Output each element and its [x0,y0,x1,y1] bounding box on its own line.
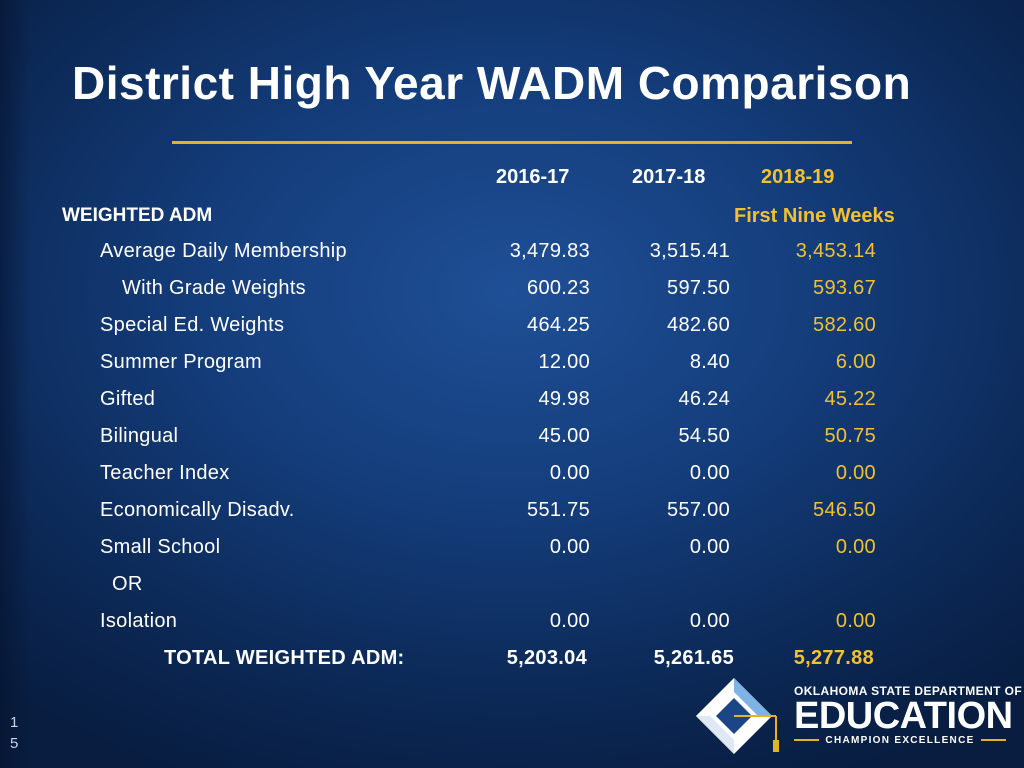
table-row: Bilingual 45.00 54.50 50.75 [0,425,1024,455]
value-2018-19: 3,453.14 [795,240,876,262]
value-2016-17: 0.00 [549,462,590,484]
value-2016-17: 49.98 [538,388,590,410]
total-2018-19: 5,277.88 [793,647,874,669]
total-2017-18: 5,261.65 [653,647,734,669]
value-2016-17: 3,479.83 [509,240,590,262]
value-2016-17: 551.75 [527,499,590,521]
value-2018-19: 582.60 [813,314,876,336]
table-row: Summer Program 12.00 8.40 6.00 [0,351,1024,381]
section-label: WEIGHTED ADM [62,205,213,226]
total-2016-17: 5,203.04 [506,647,587,669]
value-2016-17: 0.00 [549,536,590,558]
table-row: OR [0,573,1024,603]
row-label: Small School [100,536,221,558]
diamond-tassel-icon [696,678,779,754]
left-edge-strip [0,0,30,768]
value-2017-18: 557.00 [667,499,730,521]
column-header-2016-17: 2016-17 [496,166,570,188]
table-row: With Grade Weights 600.23 597.50 593.67 [0,277,1024,307]
value-2017-18: 482.60 [667,314,730,336]
table-row: Economically Disadv. 551.75 557.00 546.5… [0,499,1024,529]
value-2017-18: 0.00 [689,610,730,632]
row-label: Average Daily Membership [100,240,347,262]
value-2018-19: 0.00 [835,536,876,558]
total-row: TOTAL WEIGHTED ADM: 5,203.04 5,261.65 5,… [0,647,1024,677]
total-label: TOTAL WEIGHTED ADM: [164,647,405,669]
title-underline [172,141,852,144]
page-number-digit: 1 [10,714,19,731]
table-row: Isolation 0.00 0.00 0.00 [0,610,1024,640]
table-row: Teacher Index 0.00 0.00 0.00 [0,462,1024,492]
logo-tagline: CHAMPION EXCELLENCE [825,734,975,746]
logo-wordmark: EDUCATION [794,695,1013,737]
row-label: OR [112,573,143,595]
logo-organization: OKLAHOMA STATE DEPARTMENT OF [794,684,1023,698]
value-2017-18: 0.00 [689,536,730,558]
row-label: Summer Program [100,351,263,373]
value-2016-17: 12.00 [538,351,590,373]
row-label: Teacher Index [100,462,230,484]
value-2016-17: 464.25 [527,314,590,336]
table-row: Small School 0.00 0.00 0.00 [0,536,1024,566]
value-2016-17: 45.00 [538,425,590,447]
value-2018-19: 593.67 [813,277,876,299]
value-2017-18: 8.40 [689,351,730,373]
row-label: Isolation [100,610,178,632]
value-2018-19: 0.00 [835,610,876,632]
current-period-label: First Nine Weeks [734,205,895,227]
value-2016-17: 600.23 [527,277,590,299]
logo-tagline-row: CHAMPION EXCELLENCE [794,733,1006,747]
row-label: With Grade Weights [122,277,306,299]
value-2017-18: 597.50 [667,277,730,299]
osde-logo: OKLAHOMA STATE DEPARTMENT OF EDUCATION C… [694,676,1022,756]
value-2018-19: 6.00 [835,351,876,373]
column-header-2017-18: 2017-18 [632,166,706,188]
value-2017-18: 3,515.41 [649,240,730,262]
value-2018-19: 45.22 [824,388,876,410]
column-header-2018-19: 2018-19 [761,166,835,188]
value-2016-17: 0.00 [549,610,590,632]
row-label: Economically Disadv. [100,499,295,521]
value-2017-18: 46.24 [678,388,730,410]
value-2018-19: 50.75 [824,425,876,447]
slide-title: District High Year WADM Comparison [72,57,912,109]
value-2018-19: 0.00 [835,462,876,484]
value-2017-18: 54.50 [678,425,730,447]
table-row: Gifted 49.98 46.24 45.22 [0,388,1024,418]
row-label: Special Ed. Weights [100,314,285,336]
value-2018-19: 546.50 [813,499,876,521]
page-number-digit: 5 [10,735,19,752]
row-label: Gifted [100,388,156,410]
table-row: Special Ed. Weights 464.25 482.60 582.60 [0,314,1024,344]
row-label: Bilingual [100,425,179,447]
tagline-rule-right [980,739,1006,741]
tagline-rule-left [794,739,820,741]
value-2017-18: 0.00 [689,462,730,484]
table-row: Average Daily Membership 3,479.83 3,515.… [0,240,1024,270]
